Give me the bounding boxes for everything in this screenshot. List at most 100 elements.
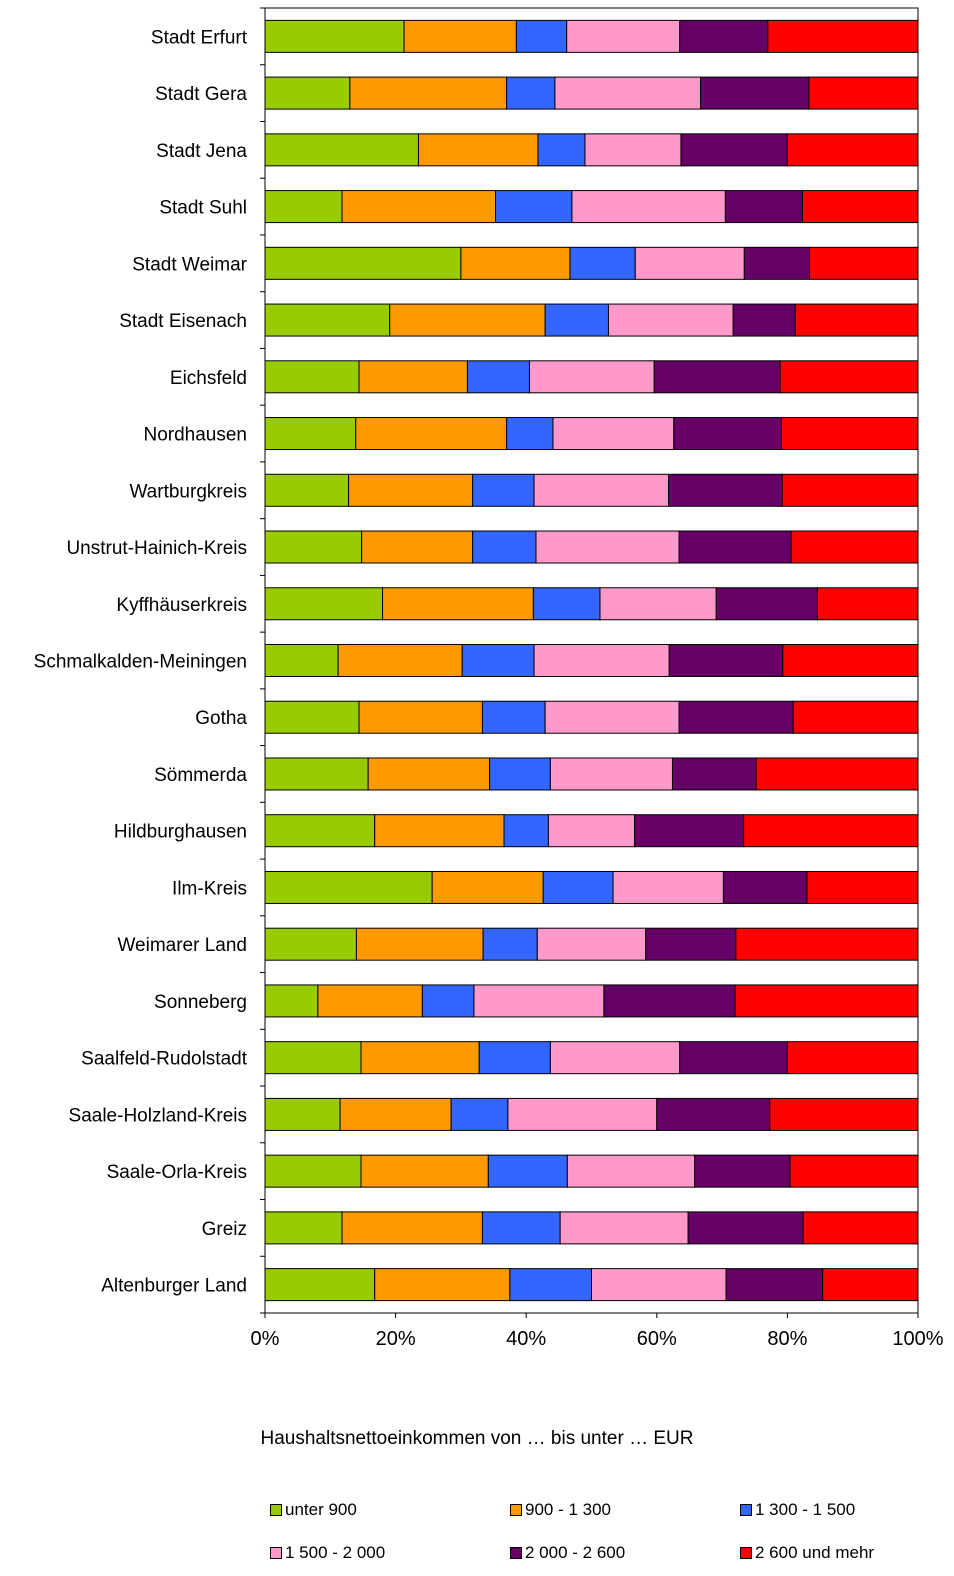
category-label: Saalfeld-Rudolstadt [81, 1049, 248, 1070]
category-label: Hildburghausen [114, 822, 247, 843]
bar-segment-4-2 [341, 190, 497, 224]
bar-segment-9-5 [668, 473, 783, 507]
bar-segment-18-3 [421, 984, 475, 1018]
bar-segment-1-1 [264, 19, 405, 53]
bar-segment-2-6 [808, 76, 919, 110]
bar-segment-4-3 [495, 190, 573, 224]
bar-segment-17-1 [264, 927, 357, 961]
bar-segment-3-3 [537, 133, 586, 167]
bar-segment-13-4 [544, 700, 680, 734]
bar-segment-19-6 [786, 1041, 919, 1075]
category-label: Gotha [195, 708, 247, 729]
bar-segment-10-1 [264, 530, 363, 564]
bar-segment-11-1 [264, 587, 384, 621]
chart-plot: Stadt Erfurt Stadt Gera Stadt Jena Stadt Su… [34, 7, 944, 1350]
x-tick-label: 40% [506, 1328, 546, 1350]
category-label: Stadt Eisenach [119, 311, 247, 332]
bar-segment-5-1 [264, 246, 462, 280]
category-label: Unstrut-Hainich-Kreis [66, 538, 247, 559]
bar-segment-9-3 [472, 473, 535, 507]
bar-segment-16-5 [722, 870, 808, 904]
category-label: Stadt Jena [156, 141, 247, 162]
bar-segment-22-5 [687, 1211, 804, 1245]
bar-segment-5-3 [569, 246, 636, 280]
bar-segment-3-5 [680, 133, 788, 167]
bar-segment-6-1 [264, 303, 391, 337]
bar-segment-23-4 [591, 1268, 727, 1302]
category-label: Altenburger Land [101, 1276, 247, 1297]
bar-segment-2-3 [506, 76, 556, 110]
bar-segment-1-2 [403, 19, 517, 53]
bar-segment-15-4 [547, 814, 636, 848]
bar-segment-21-4 [566, 1154, 696, 1188]
bar-segment-16-6 [806, 870, 919, 904]
bar-segment-6-2 [389, 303, 546, 337]
legend-item: 2 600 und mehr [740, 1543, 874, 1563]
bar-segment-19-5 [679, 1041, 788, 1075]
bar-segment-9-6 [781, 473, 919, 507]
bar-segment-14-2 [367, 757, 491, 791]
bar-segment-13-2 [358, 700, 483, 734]
bar-segment-17-5 [645, 927, 737, 961]
bar-segment-2-5 [700, 76, 810, 110]
bar-segment-10-2 [361, 530, 474, 564]
bar-segment-7-2 [358, 360, 468, 394]
bar-segment-16-2 [431, 870, 544, 904]
bar-segment-17-2 [355, 927, 484, 961]
bar-segment-6-5 [732, 303, 796, 337]
bar-segment-7-6 [779, 360, 919, 394]
category-label: Stadt Gera [155, 84, 247, 105]
bar-segment-22-6 [802, 1211, 919, 1245]
bar-segment-14-5 [671, 757, 757, 791]
bar-segment-7-3 [466, 360, 530, 394]
legend-label: unter 900 [285, 1500, 357, 1519]
bar-segment-8-5 [673, 417, 783, 451]
legend-item: 900 - 1 300 [510, 1500, 611, 1520]
category-label: Kyffhäuserkreis [116, 595, 247, 616]
legend-item: unter 900 [270, 1500, 357, 1520]
bar-segment-2-1 [264, 76, 351, 110]
bar-segment-3-4 [584, 133, 682, 167]
category-label: Wartburgkreis [129, 481, 247, 502]
bar-segment-19-1 [264, 1041, 362, 1075]
category-label: Greiz [202, 1219, 247, 1240]
bar-segment-4-1 [264, 190, 343, 224]
bar-segment-22-1 [264, 1211, 343, 1245]
bar-segment-8-1 [264, 417, 357, 451]
bar-segment-17-4 [536, 927, 647, 961]
bar-segment-4-4 [571, 190, 726, 224]
category-label: Eichsfeld [170, 368, 247, 389]
bar-segment-7-5 [653, 360, 781, 394]
bar-segment-19-4 [549, 1041, 681, 1075]
bar-segment-8-4 [552, 417, 675, 451]
bar-segment-6-4 [607, 303, 734, 337]
bar-segment-21-6 [789, 1154, 919, 1188]
bar-segment-11-4 [599, 587, 717, 621]
bar-segment-18-1 [264, 984, 319, 1018]
bar-segment-9-1 [264, 473, 350, 507]
bar-segment-15-5 [634, 814, 745, 848]
bar-segment-5-2 [460, 246, 571, 280]
bar-segment-1-3 [515, 19, 568, 53]
bar-segment-12-2 [337, 644, 463, 677]
bar-segment-7-4 [528, 360, 655, 394]
bar-segment-22-2 [341, 1211, 483, 1245]
bar-segment-10-6 [790, 530, 919, 564]
legend-label: 2 000 - 2 600 [525, 1543, 626, 1562]
bar-segment-7-1 [264, 360, 360, 394]
legend-label: 900 - 1 300 [525, 1500, 612, 1519]
bar-segment-18-4 [473, 984, 605, 1018]
bar-segment-20-2 [339, 1097, 452, 1131]
bar-segment-2-4 [554, 76, 702, 110]
bar-segment-8-6 [781, 417, 919, 451]
bar-segment-12-1 [264, 644, 339, 677]
category-label: Nordhausen [143, 425, 247, 446]
bar-segment-23-5 [725, 1268, 824, 1302]
bar-segment-16-1 [264, 870, 433, 904]
category-label: Weimarer Land [117, 935, 247, 956]
category-label: Stadt Erfurt [151, 27, 248, 48]
bar-segment-15-1 [264, 814, 376, 848]
bar-segment-15-2 [374, 814, 505, 848]
bar-segment-12-4 [533, 644, 670, 677]
bar-segment-21-2 [360, 1154, 489, 1188]
